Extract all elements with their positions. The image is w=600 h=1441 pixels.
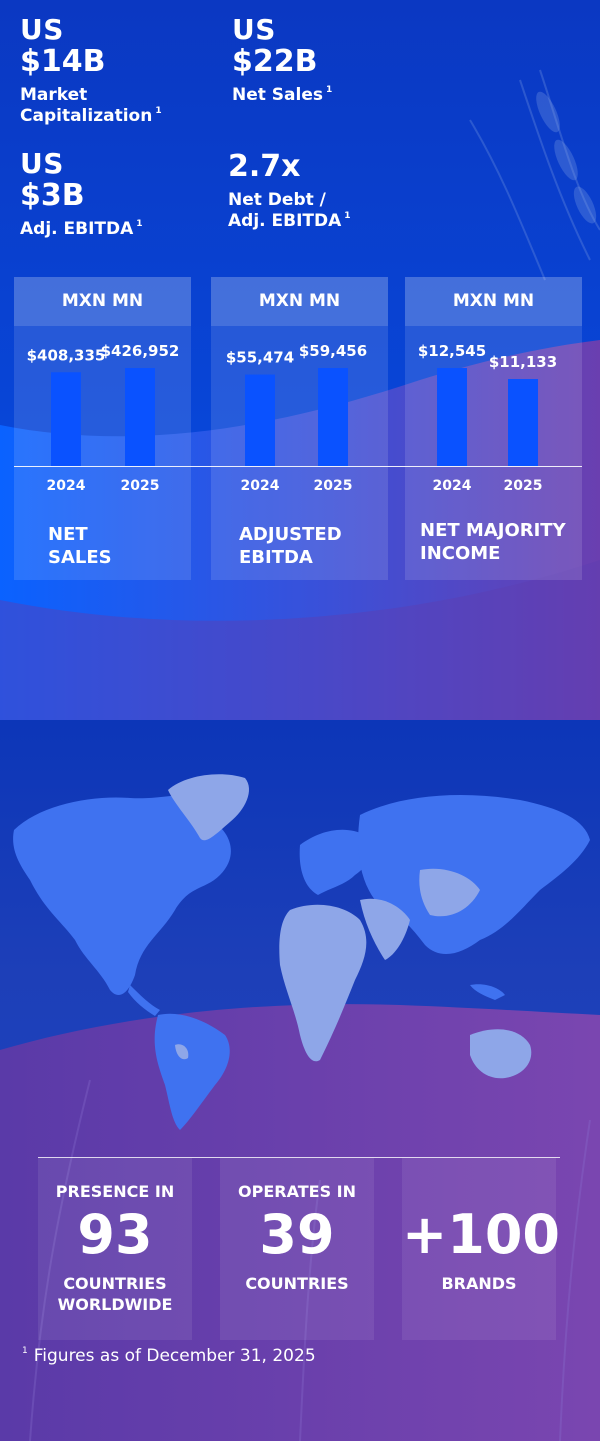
stat-top-label: PRESENCE IN	[55, 1182, 175, 1201]
world-map-icon	[13, 774, 590, 1130]
kpi-value: $3B	[20, 178, 85, 213]
kpi-currency: US	[232, 13, 276, 46]
kpi-label: Market Capitalization 1	[20, 85, 162, 127]
chart-label: ADJUSTED EBITDA	[239, 524, 342, 568]
chart-unit-header: MXN MN	[405, 277, 582, 326]
kpi-currency: US	[20, 147, 64, 180]
stats-divider	[38, 1157, 560, 1158]
chart-unit-header: MXN MN	[14, 277, 191, 326]
footnote-marker: 1	[344, 211, 351, 222]
kpi-market-cap: US $14B Market Capitalization 1	[20, 16, 162, 128]
stat-brands: +100 BRANDS	[402, 1158, 560, 1340]
footnote-marker: 1	[155, 106, 162, 117]
kpi-value: $14B	[20, 44, 106, 79]
kpi-label: Net Debt / Adj. EBITDA 1	[228, 190, 351, 232]
chart-card-net-majority-income: MXN MN NET MAJORITY INCOME	[405, 277, 582, 580]
chart-baseline	[14, 466, 582, 467]
chart-label: NET SALES	[48, 524, 112, 568]
chart-card-net-sales: MXN MN NET SALES	[14, 277, 191, 580]
stat-number: 39	[259, 1203, 335, 1266]
stat-presence: PRESENCE IN 93 COUNTRIES WORLDWIDE	[38, 1158, 192, 1340]
footnote-marker: 1	[136, 219, 143, 229]
chart-unit-header: MXN MN	[211, 277, 388, 326]
footnote-text: Figures as of December 31, 2025	[33, 1346, 316, 1366]
kpi-adj-ebitda: US $3B Adj. EBITDA 1	[20, 150, 143, 240]
chart-card-adjusted-ebitda: MXN MN ADJUSTED EBITDA	[211, 277, 388, 580]
kpi-value: 2.7x	[228, 149, 301, 184]
kpi-label: Adj. EBITDA 1	[20, 219, 143, 239]
stat-top-label: OPERATES IN	[238, 1182, 356, 1201]
kpi-label: Net Sales 1	[232, 85, 333, 105]
stat-bottom-label: COUNTRIES	[245, 1274, 349, 1293]
stat-operations: OPERATES IN 39 COUNTRIES	[220, 1158, 374, 1340]
stat-number: 93	[77, 1203, 153, 1266]
stat-number: +100	[402, 1203, 560, 1266]
kpi-leverage: 2.7x Net Debt / Adj. EBITDA 1	[228, 152, 351, 233]
kpi-value: $22B	[232, 44, 318, 79]
footnote: 1 Figures as of December 31, 2025	[22, 1346, 316, 1366]
stat-bottom-label: BRANDS	[441, 1274, 517, 1293]
footnote-marker: 1	[326, 85, 333, 95]
kpi-net-sales: US $22B Net Sales 1	[232, 16, 332, 106]
stat-top-label	[402, 1182, 556, 1200]
stat-bottom-label: COUNTRIES WORLDWIDE	[57, 1274, 173, 1314]
chart-label: NET MAJORITY INCOME	[420, 520, 566, 564]
footnote-marker: 1	[22, 1346, 28, 1356]
kpi-currency: US	[20, 13, 64, 46]
